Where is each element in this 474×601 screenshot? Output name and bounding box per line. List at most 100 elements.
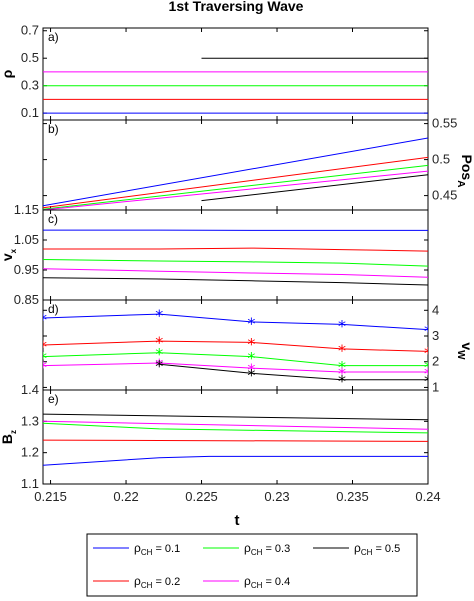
legend-label: ρCH = 0.4 — [244, 574, 290, 590]
y-tick-label-right: 3 — [432, 328, 439, 343]
legend-entry: ρCH = 0.1 — [93, 541, 180, 557]
legend-label: ρCH = 0.2 — [134, 574, 180, 590]
series-line — [43, 247, 428, 252]
panel-label: a) — [48, 30, 59, 44]
x-tick-label: 0.215 — [34, 489, 67, 504]
series-group: * * * *** * * ** * * * ** * * * ** * * * * — [39, 306, 432, 391]
y-tick-label: 0.85 — [14, 292, 39, 307]
series-marker: * — [247, 349, 255, 368]
series-line — [43, 259, 428, 267]
y-axis-label: Bz — [0, 430, 18, 444]
y-tick-label: 1.2 — [21, 445, 39, 460]
series-line — [43, 156, 428, 209]
x-tick-label: 0.23 — [264, 489, 289, 504]
series-group — [43, 413, 428, 466]
legend-label: ρCH = 0.1 — [134, 541, 180, 557]
y-tick-label: 0.1 — [21, 105, 39, 120]
series-marker: * — [338, 358, 346, 377]
y-tick-label: 1.3 — [21, 413, 39, 428]
y-tick-label: 1.4 — [21, 382, 39, 397]
series-group — [43, 57, 428, 114]
panel-frame — [42, 389, 429, 485]
series-marker: * — [247, 314, 255, 333]
panel-label: c) — [48, 212, 58, 226]
y-axis-label-right: PosA — [455, 155, 474, 188]
panel-label: e) — [48, 392, 59, 406]
legend-label: ρCH = 0.5 — [354, 541, 400, 557]
series-line — [159, 363, 428, 381]
series-marker: * — [338, 372, 346, 391]
series-line — [43, 137, 428, 207]
legend-entry: ρCH = 0.3 — [203, 541, 290, 557]
y-tick-label: 1.1 — [21, 476, 39, 491]
panel-5: e) 1.1 1.2 1.3 1.4 Bz — [0, 382, 429, 491]
legend-entry: ρCH = 0.5 — [313, 541, 400, 557]
series-marker: * — [155, 306, 163, 325]
series-line — [43, 455, 428, 466]
y-tick-label: 0.95 — [14, 262, 39, 277]
y-axis-label-right: vW — [455, 342, 474, 360]
legend-entry: ρCH = 0.2 — [93, 574, 180, 590]
panel-2: b) 0.45 0.5 0.55 PosA — [42, 116, 474, 211]
y-tick-label-right: 0.5 — [432, 152, 450, 167]
series-marker: * — [424, 372, 432, 391]
series-line — [43, 277, 428, 286]
series-marker: * — [155, 355, 163, 374]
series-marker: * — [39, 358, 47, 377]
panel-frame — [42, 299, 429, 391]
y-tick-label: 1.15 — [14, 202, 39, 217]
x-axis-label: t — [235, 512, 240, 529]
series-line — [201, 174, 428, 202]
y-axis-label: ρ — [0, 69, 15, 78]
x-tick-label: 0.225 — [185, 489, 218, 504]
y-tick-label-right: 2 — [432, 354, 439, 369]
y-tick-label: 0.7 — [21, 23, 39, 38]
panel-frame — [42, 209, 429, 301]
x-tick-label: 0.235 — [336, 489, 369, 504]
y-tick-label-right: 0.45 — [432, 188, 457, 203]
y-tick-label-right: 4 — [432, 302, 439, 317]
panel-label: b) — [48, 122, 59, 136]
legend-label: ρCH = 0.3 — [244, 541, 290, 557]
y-tick-label: 1.05 — [14, 232, 39, 247]
panels-group: a) 0.1 0.3 0.5 0.7 ρ b) 0.45 0.5 0.55 PosA c) 0.85 0.… — [0, 23, 474, 504]
series-line — [43, 413, 428, 421]
series-marker: * — [338, 316, 346, 335]
series-line — [43, 340, 428, 352]
series-line — [43, 439, 428, 442]
series-line — [43, 170, 428, 210]
panel-label: d) — [48, 302, 59, 316]
y-axis-label: vx — [0, 248, 18, 261]
legend: ρCH = 0.1 ρCH = 0.3 ρCH = 0.5 ρCH = 0.2 ρCH … — [86, 533, 418, 597]
y-tick-label-right: 0.55 — [432, 116, 457, 131]
series-line — [43, 420, 428, 430]
panel-frame — [42, 27, 429, 121]
series-line — [43, 268, 428, 278]
series-marker: * — [39, 337, 47, 356]
series-marker: * — [39, 310, 47, 329]
series-line — [43, 313, 428, 331]
series-group — [43, 229, 428, 286]
series-marker: * — [247, 334, 255, 353]
series-line — [43, 352, 428, 367]
series-line — [43, 422, 428, 434]
series-marker: * — [155, 356, 163, 375]
y-tick-label-right: 1 — [432, 379, 439, 394]
panel-1: a) 0.1 0.3 0.5 0.7 ρ — [0, 23, 429, 121]
y-tick-label: 0.3 — [21, 78, 39, 93]
series-marker: * — [155, 333, 163, 352]
series-marker: * — [338, 341, 346, 360]
series-marker: * — [155, 345, 163, 364]
series-marker: * — [424, 322, 432, 341]
legend-box — [86, 533, 418, 597]
series-marker: * — [338, 364, 346, 383]
series-marker: * — [424, 358, 432, 377]
legend-entry: ρCH = 0.4 — [203, 574, 290, 590]
panel-4: d) 1 2 3 4 vW * * * *** * * ** * * * ** * * * ** * * * * — [39, 299, 474, 394]
series-group — [43, 137, 428, 210]
x-tick-label: 0.22 — [113, 489, 138, 504]
chart-title: 1st Traversing Wave — [169, 0, 304, 14]
series-marker: * — [424, 364, 432, 383]
series-marker: * — [247, 360, 255, 379]
